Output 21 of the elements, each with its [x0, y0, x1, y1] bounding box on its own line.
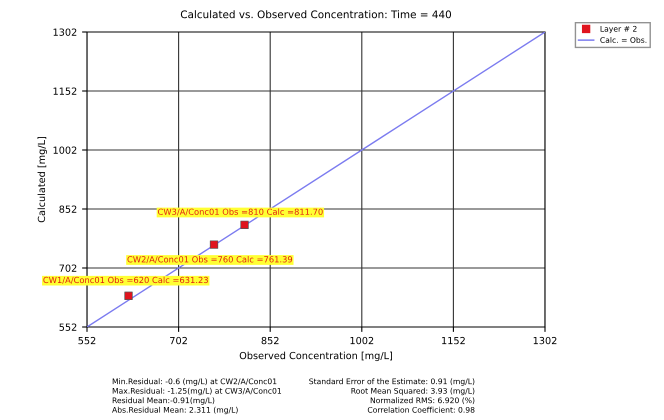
point	[124, 292, 133, 300]
chart-title: Calculated vs. Observed Concentration: Time = 440	[180, 10, 452, 18]
y-tick-label: 1302	[54, 28, 76, 36]
x-tick-label: 1302	[534, 336, 556, 344]
x-tick-label: 852	[262, 336, 279, 344]
y-tick-label: 702	[60, 264, 76, 272]
annotation: CW2/A/Conc01 Obs =760 Calc =761.39	[127, 256, 292, 264]
y-tick-label: 1152	[54, 87, 76, 95]
x-axis-title: Observed Concentration [mg/L]	[240, 352, 392, 362]
y-tick-label: 1002	[54, 146, 76, 154]
annotation: CW3/A/Conc01 Obs =810 Calc =811.70	[158, 208, 323, 216]
x-tick-label: 702	[170, 336, 187, 344]
x-tick-label: 1152	[442, 336, 465, 344]
y-axis-title: Calculated [mg/L]	[38, 137, 47, 222]
annotation: CW1/A/Conc01 Obs =620 Calc =631.23	[43, 276, 208, 284]
x-tick-label: 1002	[350, 336, 374, 344]
point	[210, 240, 218, 249]
y-tick-label: 852	[59, 205, 76, 213]
point	[240, 220, 249, 230]
x-tick-label: 552	[78, 336, 96, 344]
y-tick-label: 552	[59, 323, 76, 331]
